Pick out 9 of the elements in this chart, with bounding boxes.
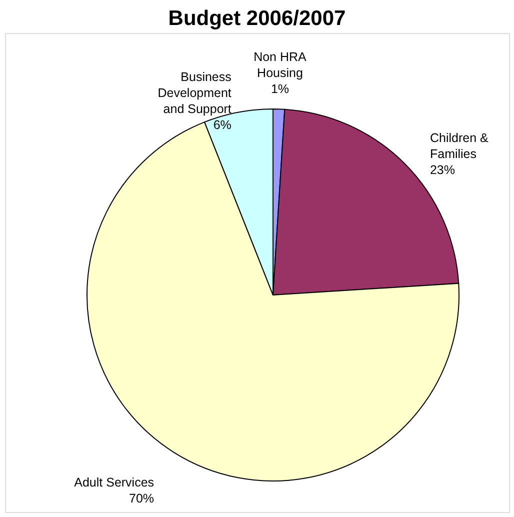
data-label: 70%	[129, 491, 154, 506]
slice-label: Business Development and Support	[158, 70, 232, 116]
data-label: 23%	[430, 163, 456, 178]
chart-title: Budget 2006/2007	[168, 7, 346, 30]
data-label: 6%	[213, 118, 232, 132]
slice-label: Adult Services	[74, 475, 154, 490]
data-label: 1%	[270, 82, 290, 96]
slice-label: Children & Families	[430, 131, 489, 162]
slice-label: Non HRA Housing	[254, 50, 308, 80]
